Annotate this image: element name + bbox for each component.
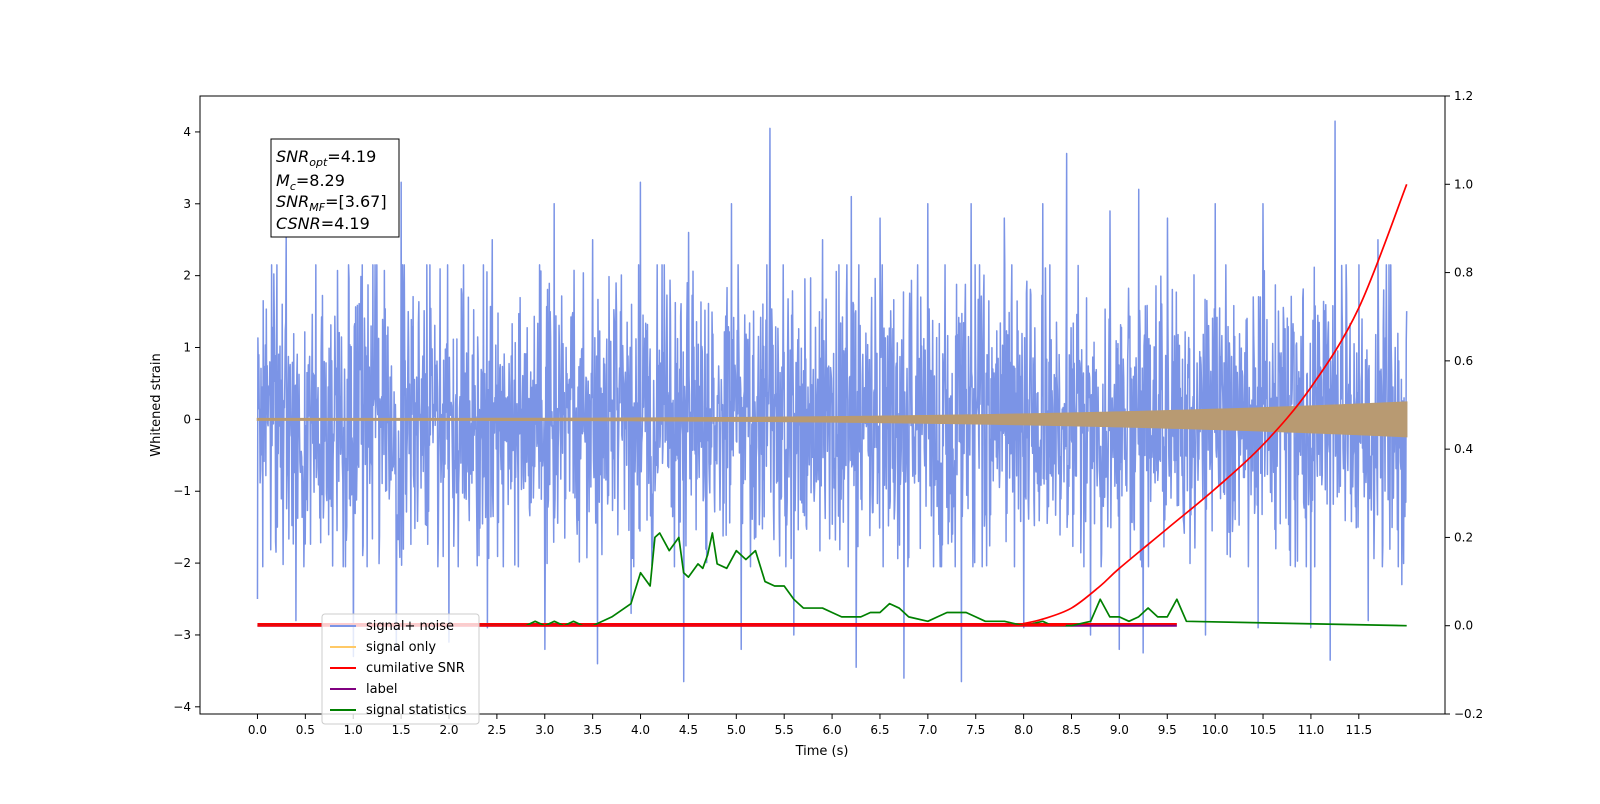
y-tick-label: 3	[183, 197, 191, 211]
y-tick-label: −4	[173, 700, 191, 714]
x-tick-label: 8.5	[1062, 723, 1081, 737]
series-cumulative-snr	[257, 183, 1408, 627]
x-tick-label: 5.0	[727, 723, 746, 737]
x-tick-label: 7.5	[966, 723, 985, 737]
x-tick-label: 9.0	[1110, 723, 1129, 737]
series-signal-noise	[256, 120, 1408, 683]
y-tick-label: 1	[183, 341, 191, 355]
y-tick-label: 0	[183, 412, 191, 426]
annotation-csnr: CSNR=4.19	[276, 214, 370, 233]
legend-label: signal only	[366, 640, 436, 655]
legend-item-cumulative-snr: cumilative SNR	[330, 661, 465, 676]
plot-frame	[199, 95, 1446, 715]
series-signal-only	[256, 401, 1408, 438]
x-tick-label: 0.5	[296, 723, 315, 737]
x-axis: 0.0 0.5 1.0 1.5 2.0 2.5 3.0 3.5 4.0 4.5 5.0 5.5 6.0 6…	[248, 714, 1372, 737]
y2-tick-label: 1.2	[1454, 89, 1473, 103]
legend-label: signal statistics	[366, 703, 467, 718]
legend-item-signal-only: signal only	[330, 640, 436, 655]
x-tick-label: 4.5	[679, 723, 698, 737]
stats-annotation: SNRopt=4.19 Mc=8.29 SNRMF=[3.67] CSNR=4.…	[270, 138, 400, 238]
x-tick-label: 3.5	[583, 723, 602, 737]
y-tick-label: −2	[173, 556, 191, 570]
y-tick-label: −3	[173, 628, 191, 642]
y-tick-label: 4	[183, 125, 191, 139]
y-axis-label: Whitened strain	[149, 353, 164, 456]
legend-item-label: label	[330, 682, 397, 697]
y2-tick-label: 1.0	[1454, 177, 1473, 191]
annotation-snr-opt: SNRopt=4.19	[276, 147, 376, 169]
x-tick-label: 8.0	[1014, 723, 1033, 737]
legend: signal+ noise signal only cumilative SNR la…	[321, 613, 480, 725]
x-tick-label: 10.0	[1202, 723, 1229, 737]
x-tick-label: 4.0	[631, 723, 650, 737]
y2-tick-label: 0.0	[1454, 619, 1473, 633]
legend-label: signal+ noise	[366, 619, 454, 634]
y-axis-right: −0.2 0.0 0.2 0.4 0.6 0.8 1.0 1.2	[1445, 89, 1483, 721]
y-tick-label: −1	[173, 484, 191, 498]
x-tick-label: 9.5	[1158, 723, 1177, 737]
legend-label: cumilative SNR	[366, 661, 465, 676]
annotation-box	[270, 138, 400, 238]
x-tick-label: 0.0	[248, 723, 267, 737]
x-axis-label: Time (s)	[795, 744, 849, 759]
annotation-mc: Mc=8.29	[276, 171, 345, 193]
y2-tick-label: 0.2	[1454, 530, 1473, 544]
x-tick-label: 5.5	[775, 723, 794, 737]
y2-tick-label: 0.4	[1454, 442, 1473, 456]
x-tick-label: 2.0	[439, 723, 458, 737]
x-tick-label: 6.0	[823, 723, 842, 737]
x-tick-label: 7.0	[918, 723, 937, 737]
legend-frame	[321, 613, 480, 725]
x-tick-label: 2.5	[487, 723, 506, 737]
legend-item-signal-statistics: signal statistics	[330, 703, 467, 718]
y2-tick-label: 0.8	[1454, 266, 1473, 280]
x-tick-label: 6.5	[870, 723, 889, 737]
y-tick-label: 2	[183, 269, 191, 283]
series-signal-statistics	[257, 532, 1407, 627]
x-tick-label: 11.5	[1345, 723, 1372, 737]
y2-tick-label: 0.6	[1454, 354, 1473, 368]
annotation-snr-mf: SNRMF=[3.67]	[276, 192, 387, 214]
x-tick-label: 1.5	[392, 723, 411, 737]
x-tick-label: 1.0	[344, 723, 363, 737]
x-tick-label: 11.0	[1298, 723, 1325, 737]
legend-label: label	[366, 682, 397, 697]
y2-tick-label: −0.2	[1454, 707, 1483, 721]
x-tick-label: 10.5	[1250, 723, 1277, 737]
series-layer	[256, 120, 1408, 683]
x-tick-label: 3.0	[535, 723, 554, 737]
y-axis-left: −4 −3 −2 −1 0 1 2 3 4	[173, 125, 200, 714]
legend-item-signal-noise: signal+ noise	[330, 619, 454, 634]
